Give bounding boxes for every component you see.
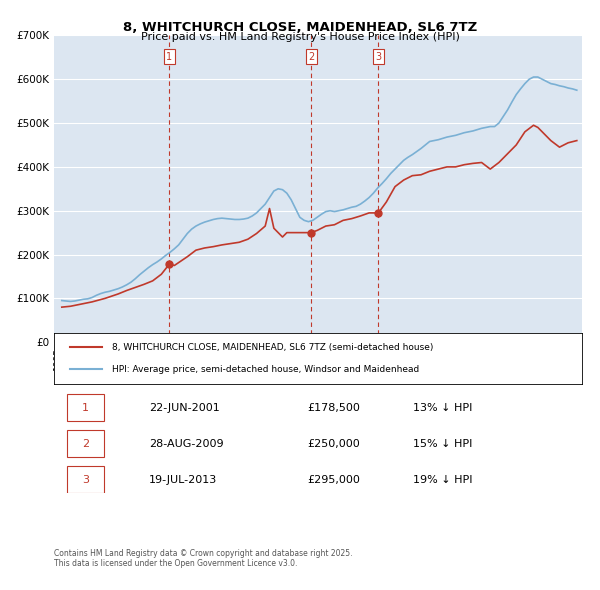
Text: Contains HM Land Registry data © Crown copyright and database right 2025.
This d: Contains HM Land Registry data © Crown c… [54, 549, 353, 568]
Text: 1: 1 [82, 402, 89, 412]
Text: 8, WHITCHURCH CLOSE, MAIDENHEAD, SL6 7TZ: 8, WHITCHURCH CLOSE, MAIDENHEAD, SL6 7TZ [123, 21, 477, 34]
Text: 8, WHITCHURCH CLOSE, MAIDENHEAD, SL6 7TZ (semi-detached house): 8, WHITCHURCH CLOSE, MAIDENHEAD, SL6 7TZ… [112, 343, 433, 352]
Text: £178,500: £178,500 [307, 402, 361, 412]
Text: £295,000: £295,000 [307, 474, 361, 484]
FancyBboxPatch shape [67, 467, 104, 493]
Text: 15% ↓ HPI: 15% ↓ HPI [413, 438, 472, 448]
Text: 13% ↓ HPI: 13% ↓ HPI [413, 402, 472, 412]
Text: £250,000: £250,000 [307, 438, 360, 448]
Text: 19-JUL-2013: 19-JUL-2013 [149, 474, 217, 484]
Text: 3: 3 [82, 474, 89, 484]
Text: 3: 3 [376, 52, 382, 62]
Text: 22-JUN-2001: 22-JUN-2001 [149, 402, 220, 412]
Text: Price paid vs. HM Land Registry's House Price Index (HPI): Price paid vs. HM Land Registry's House … [140, 32, 460, 42]
Text: 28-AUG-2009: 28-AUG-2009 [149, 438, 224, 448]
Text: 19% ↓ HPI: 19% ↓ HPI [413, 474, 473, 484]
FancyBboxPatch shape [67, 394, 104, 421]
Text: 2: 2 [308, 52, 314, 62]
Text: 1: 1 [166, 52, 173, 62]
FancyBboxPatch shape [67, 431, 104, 457]
Text: 2: 2 [82, 438, 89, 448]
Text: HPI: Average price, semi-detached house, Windsor and Maidenhead: HPI: Average price, semi-detached house,… [112, 365, 419, 374]
